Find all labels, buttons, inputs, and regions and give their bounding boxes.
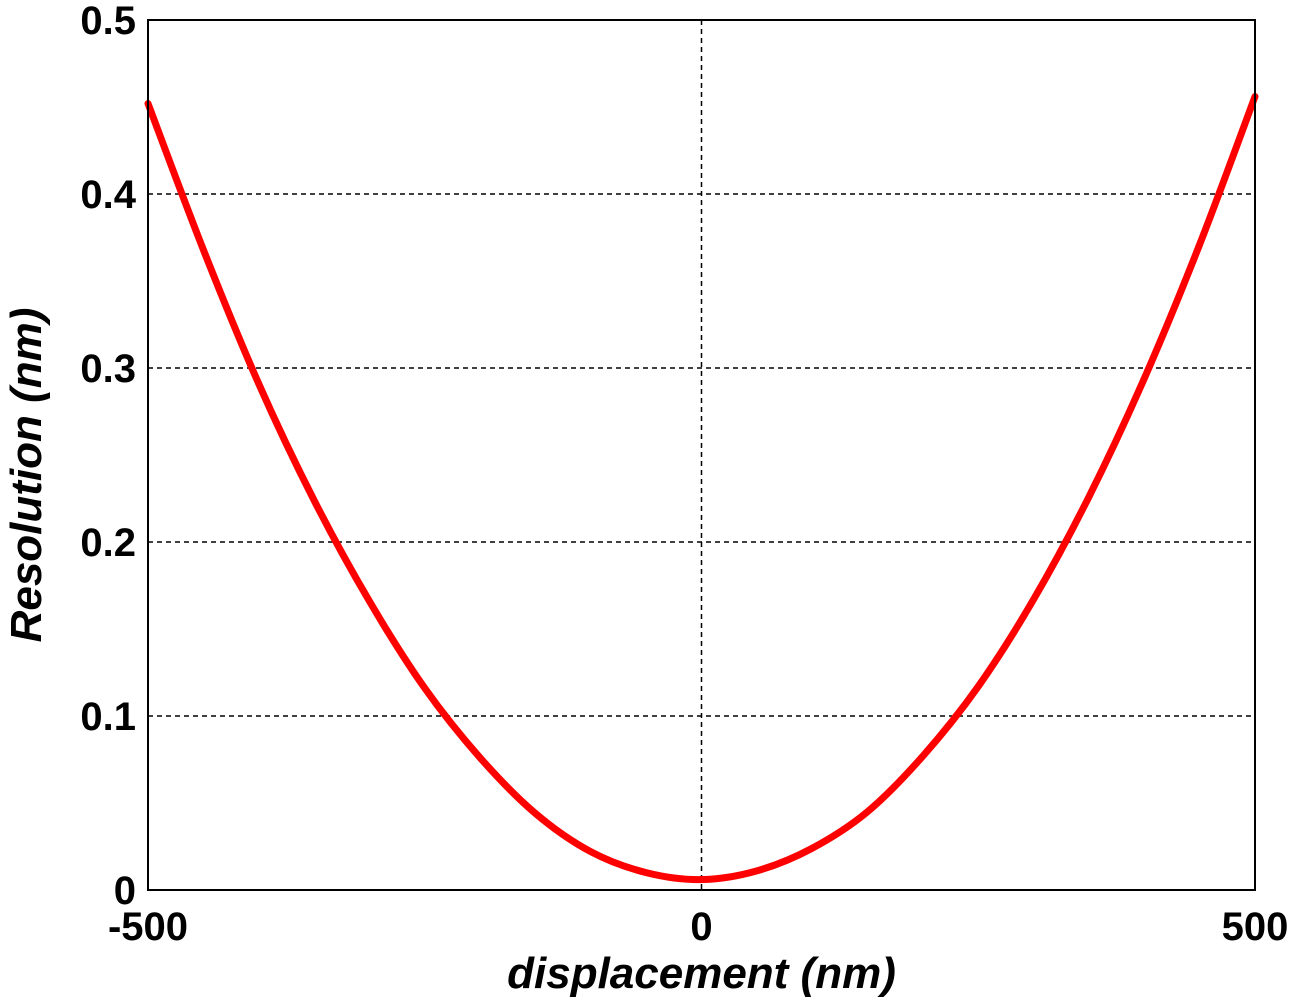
y-tick-label: 0.3 <box>80 347 136 391</box>
y-axis-tick-labels: 0 0.1 0.2 0.3 0.4 0.5 <box>80 0 136 913</box>
x-tick-label: 0 <box>690 905 712 949</box>
x-axis-tick-labels: -500 0 500 <box>108 905 1288 949</box>
y-tick-label: 0 <box>114 869 136 913</box>
y-tick-label: 0.1 <box>80 695 136 739</box>
series-layer <box>144 93 1259 884</box>
plot-area-frame <box>147 19 1256 891</box>
y-axis-title: Resolution (nm) <box>2 308 51 643</box>
series-line <box>144 93 1259 884</box>
y-tick-label: 0.4 <box>80 173 136 217</box>
y-tick-label: 0.5 <box>80 0 136 43</box>
x-tick-label: 500 <box>1222 905 1289 949</box>
y-tick-label: 0.2 <box>80 521 136 565</box>
x-tick-label: -500 <box>108 905 188 949</box>
x-axis-title: displacement (nm) <box>507 949 896 998</box>
